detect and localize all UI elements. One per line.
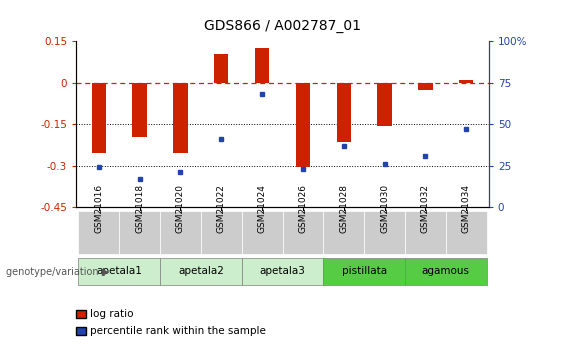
Bar: [173, 83, 188, 153]
Text: agamous: agamous: [422, 266, 470, 276]
Bar: [364, 211, 405, 254]
Bar: [446, 211, 486, 254]
Bar: [214, 54, 228, 83]
Bar: [337, 83, 351, 142]
Bar: [160, 211, 201, 254]
Bar: [459, 80, 473, 83]
Bar: [119, 211, 160, 254]
Bar: [255, 48, 270, 83]
Text: GSM21034: GSM21034: [462, 184, 471, 233]
Bar: [79, 258, 160, 285]
Text: GSM21030: GSM21030: [380, 184, 389, 233]
Text: genotype/variation ▶: genotype/variation ▶: [6, 267, 109, 277]
Bar: [405, 211, 446, 254]
Bar: [405, 258, 486, 285]
Bar: [295, 83, 310, 167]
Text: percentile rank within the sample: percentile rank within the sample: [90, 326, 266, 336]
Text: GSM21032: GSM21032: [421, 184, 430, 233]
Text: apetala3: apetala3: [259, 266, 306, 276]
Text: log ratio: log ratio: [90, 309, 134, 319]
Text: pistillata: pistillata: [342, 266, 386, 276]
Bar: [242, 211, 282, 254]
Bar: [132, 83, 147, 137]
Bar: [377, 83, 392, 126]
Bar: [92, 83, 106, 153]
Bar: [201, 211, 242, 254]
Bar: [418, 83, 433, 90]
Text: apetala1: apetala1: [96, 266, 142, 276]
Text: GSM21016: GSM21016: [94, 184, 103, 233]
Bar: [79, 211, 119, 254]
Text: GSM21026: GSM21026: [298, 184, 307, 233]
Bar: [282, 211, 323, 254]
Text: GSM21028: GSM21028: [339, 184, 348, 233]
Bar: [242, 258, 323, 285]
Bar: [323, 211, 364, 254]
Text: GSM21022: GSM21022: [217, 184, 226, 233]
Text: apetala2: apetala2: [178, 266, 224, 276]
Bar: [160, 258, 242, 285]
Text: GDS866 / A002787_01: GDS866 / A002787_01: [204, 19, 361, 33]
Bar: [323, 258, 405, 285]
Text: GSM21020: GSM21020: [176, 184, 185, 233]
Text: GSM21018: GSM21018: [135, 184, 144, 233]
Text: GSM21024: GSM21024: [258, 184, 267, 233]
